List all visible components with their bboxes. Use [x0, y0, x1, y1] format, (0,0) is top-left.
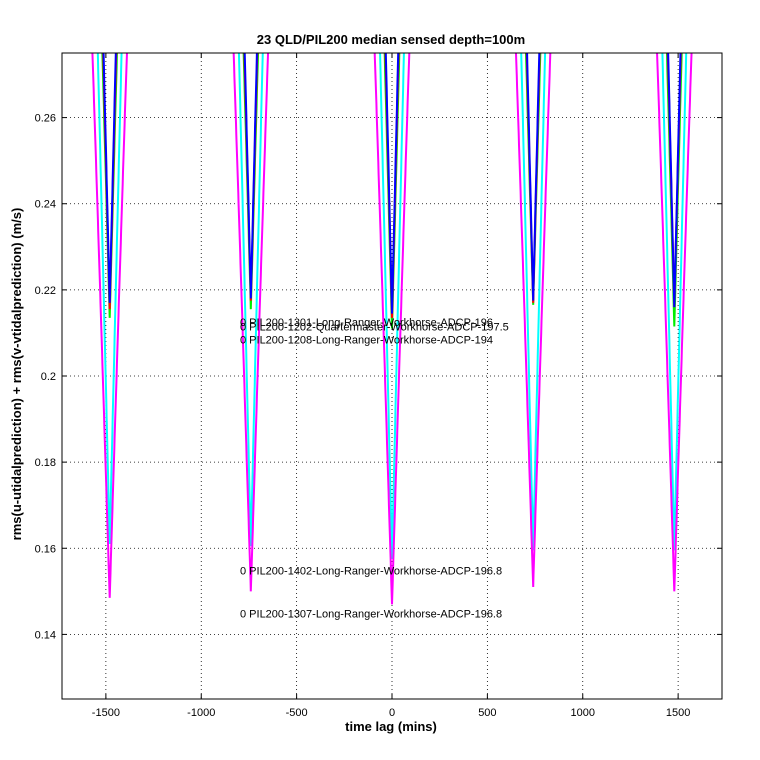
- annotation-label: 0 PIL200-1307-Long-Ranger-Workhorse-ADCP…: [240, 609, 502, 621]
- annotation-label: 0 PIL200-1202-Quartermaster-Workhorse-AD…: [240, 321, 509, 333]
- x-tick-label: 0: [389, 707, 395, 719]
- series-line: [96, 53, 688, 560]
- series-line: [101, 53, 683, 329]
- x-tick-label: -500: [286, 707, 308, 719]
- series-group: [91, 53, 693, 605]
- x-tick-label: -1500: [92, 707, 120, 719]
- x-tick-label: 500: [478, 707, 496, 719]
- annotation-label: 0 PIL200-1402-Long-Ranger-Workhorse-ADCP…: [240, 566, 502, 578]
- y-axis-label: rms(u-utidalprediction) + rms(v-vtidalpr…: [9, 208, 24, 541]
- x-tick-label: 1500: [666, 707, 690, 719]
- x-tick-label: 1000: [571, 707, 595, 719]
- annotation-label: 0 PIL200-1301-Long-Ranger-Workhorse-ADCP…: [240, 317, 493, 329]
- ticks: -1500 -1000 -500 0 500 1000 1500 0.14 0.16 0.18 0.…: [35, 53, 722, 719]
- y-tick-label: 0.18: [35, 457, 56, 469]
- series-line: [102, 53, 682, 318]
- y-tick-label: 0.26: [35, 113, 56, 125]
- x-axis-label: time lag (mins): [345, 719, 437, 734]
- chart-title: 23 QLD/PIL200 median sensed depth=100m: [257, 32, 525, 47]
- y-tick-label: 0.14: [35, 629, 56, 641]
- annotation-label: 0 PIL200-1208-Long-Ranger-Workhorse-ADCP…: [240, 334, 493, 346]
- y-tick-label: 0.24: [35, 199, 56, 211]
- annotations: 0 PIL200-1301-Long-Ranger-Workhorse-ADCP…: [240, 317, 509, 621]
- series-line: [102, 53, 682, 314]
- y-tick-label: 0.22: [35, 285, 56, 297]
- y-tick-label: 0.16: [35, 543, 56, 555]
- y-tick-label: 0.2: [41, 371, 56, 383]
- series-line: [91, 53, 693, 605]
- x-tick-label: -1000: [187, 707, 215, 719]
